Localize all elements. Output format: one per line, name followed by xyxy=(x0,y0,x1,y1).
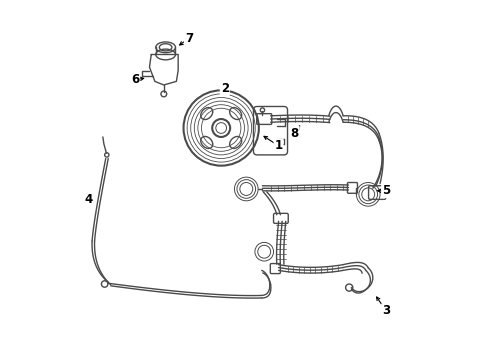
Text: 7: 7 xyxy=(184,32,193,45)
Text: 2: 2 xyxy=(220,82,228,95)
Text: 8: 8 xyxy=(290,127,298,140)
Text: 6: 6 xyxy=(131,73,139,86)
Text: 4: 4 xyxy=(84,193,92,206)
Text: 5: 5 xyxy=(381,184,389,197)
Text: 1: 1 xyxy=(274,139,282,152)
Text: 3: 3 xyxy=(381,305,389,318)
